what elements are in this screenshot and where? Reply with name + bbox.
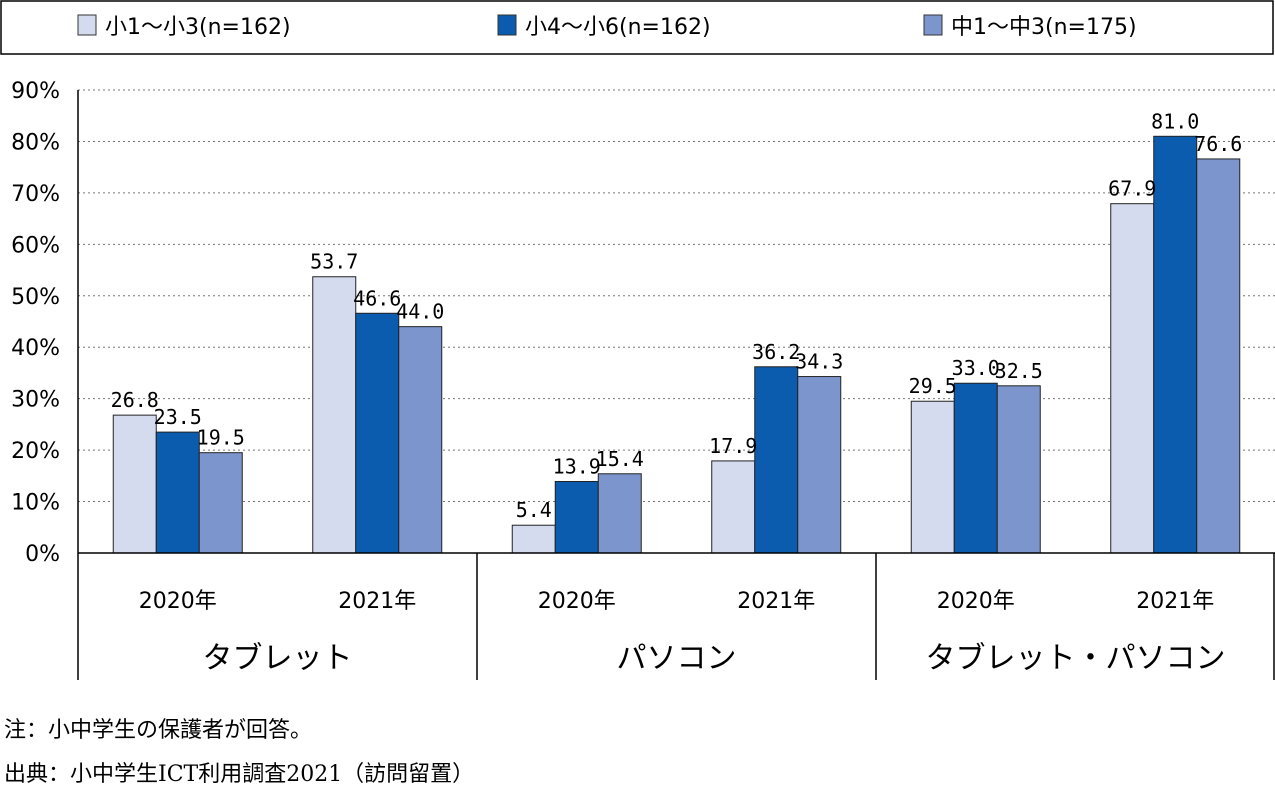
data-label: 23.5	[154, 405, 202, 429]
chart-note: 注：小中学生の保護者が回答。	[4, 718, 313, 743]
data-label: 44.0	[396, 300, 444, 324]
x-tick-label: 2021年	[737, 589, 815, 614]
bar	[398, 326, 443, 554]
x-tick-label: 2020年	[937, 589, 1015, 614]
x-tick-label: 2020年	[139, 589, 217, 614]
chart-source: 出典：小中学生ICT利用調査2021（訪問留置）	[4, 762, 475, 787]
y-tick-label: 10%	[11, 491, 60, 516]
value-labels: 26.823.519.5 53.7 46.644.0 5.413.915.4 17.9 3…	[111, 109, 1243, 522]
bar	[953, 382, 998, 554]
data-label: 76.6	[1194, 132, 1242, 156]
bar	[996, 385, 1041, 554]
bar	[112, 414, 157, 554]
data-label: 5.4	[516, 498, 552, 522]
group-label: タブレット・パソコン	[926, 641, 1226, 676]
bar	[754, 366, 799, 554]
bar	[910, 400, 955, 554]
chart: 小1～小3(n=162) 小4～小6(n=162) 中1～中3(n=175) 0% 1…	[0, 0, 1275, 680]
legend-swatch-2	[497, 14, 517, 36]
data-label: 53.7	[310, 250, 358, 274]
y-tick-label: 20%	[11, 439, 60, 464]
bar	[1196, 158, 1241, 554]
group-label: タブレット	[203, 641, 353, 676]
bar	[511, 524, 556, 554]
x-tick-label: 2020年	[538, 589, 616, 614]
legend-label-2: 小4～小6(n=162)	[525, 15, 711, 40]
legend: 小1～小3(n=162) 小4～小6(n=162) 中1～中3(n=175)	[77, 14, 1137, 40]
x-tick-label: 2021年	[338, 589, 416, 614]
bar	[155, 431, 200, 554]
bars	[112, 135, 1241, 554]
bar	[554, 480, 599, 554]
y-tick-label: 90%	[11, 79, 60, 104]
bar	[711, 460, 756, 554]
bar	[797, 376, 842, 554]
legend-label-1: 小1～小3(n=162)	[105, 15, 291, 40]
bar	[1110, 203, 1155, 554]
data-label: 67.9	[1108, 177, 1156, 201]
data-label: 32.5	[995, 359, 1043, 383]
bar	[312, 276, 357, 554]
y-tick-label: 50%	[11, 285, 60, 310]
data-label: 19.5	[197, 426, 245, 450]
y-tick-label: 70%	[11, 182, 60, 207]
y-tick-label: 80%	[11, 130, 60, 155]
x-tick-label: 2021年	[1136, 589, 1214, 614]
legend-swatch-3	[923, 14, 943, 36]
data-label: 29.5	[909, 374, 957, 398]
y-tick-label: 60%	[11, 233, 60, 258]
y-tick-label: 40%	[11, 336, 60, 361]
data-label: 81.0	[1151, 109, 1199, 133]
data-label: 34.3	[795, 350, 843, 374]
data-label: 33.0	[952, 356, 1000, 380]
legend-box	[0, 0, 1274, 55]
data-label: 17.9	[709, 434, 757, 458]
data-label: 46.6	[353, 286, 401, 310]
y-tick-label: 30%	[11, 388, 60, 413]
data-label: 26.8	[111, 388, 159, 412]
legend-label-3: 中1～中3(n=175)	[951, 15, 1137, 40]
y-axis: 0% 10% 20% 30% 40% 50% 60% 70% 80% 90%	[11, 79, 79, 680]
y-tick-label: 0%	[25, 542, 60, 567]
data-label: 36.2	[752, 340, 800, 364]
bar	[198, 452, 243, 554]
bar	[355, 312, 400, 554]
data-label: 15.4	[596, 447, 644, 471]
bar	[597, 473, 642, 554]
group-label: パソコン	[617, 641, 737, 676]
legend-swatch-1	[77, 14, 97, 36]
bar	[1153, 135, 1198, 554]
data-label: 13.9	[553, 454, 601, 478]
gridlines	[78, 89, 1275, 503]
